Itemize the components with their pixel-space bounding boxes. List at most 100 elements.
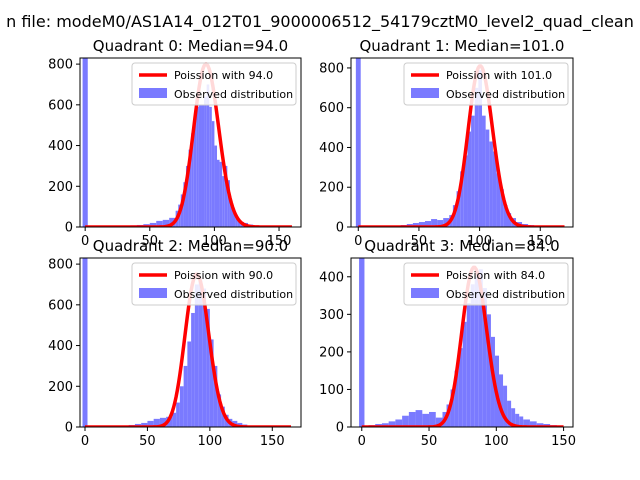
histogram-bar	[162, 219, 170, 227]
histogram-bar	[381, 423, 389, 427]
histogram-bar	[209, 106, 212, 227]
histogram-bar	[224, 165, 228, 227]
x-tick-label: 50	[421, 434, 438, 449]
histogram-bar	[206, 84, 210, 227]
legend-fit-label: Poission with 84.0	[446, 269, 545, 282]
histogram-bar	[147, 420, 154, 427]
y-tick-label: 0	[65, 421, 73, 436]
y-tick-label: 400	[48, 339, 73, 354]
x-tick-label: 150	[551, 434, 576, 449]
axes-frame	[79, 57, 302, 228]
histogram-bar	[191, 133, 194, 227]
histogram-bar	[435, 417, 443, 427]
histogram-bar	[503, 385, 508, 427]
histogram-bar	[470, 284, 475, 427]
histogram-bar	[219, 161, 223, 227]
histogram-bar	[196, 106, 199, 227]
axes-frame	[350, 257, 574, 428]
histogram-zero-spike	[82, 58, 88, 227]
histogram-bar	[185, 165, 189, 227]
histogram-bar	[474, 87, 479, 227]
histogram-bar	[523, 419, 530, 427]
y-tick-label: 200	[319, 345, 344, 360]
histogram-zero-spike	[359, 258, 365, 427]
plot-area	[82, 258, 292, 427]
chart-panel-0: 0 50 100 150 0 200 400 600 800 Quadrant 0: Median…	[48, 37, 302, 249]
histogram-bar	[209, 339, 214, 427]
x-tick-label: 50	[142, 234, 159, 249]
x-tick-label: 100	[467, 234, 492, 249]
histogram-bar	[235, 214, 238, 227]
histogram-bar	[204, 96, 207, 227]
histogram-bar	[458, 348, 463, 427]
histogram-bar	[443, 218, 450, 227]
plot-area	[359, 258, 564, 427]
y-tick-label: 800	[48, 258, 73, 273]
histogram-bar	[507, 400, 512, 427]
histogram-bar	[141, 422, 148, 427]
legend-hist-label: Observed distribution	[174, 288, 293, 301]
histogram-bar	[217, 394, 222, 427]
histogram-bar	[216, 159, 220, 227]
histogram-bar	[211, 121, 215, 227]
histogram-bar	[485, 129, 490, 227]
histogram-bar	[466, 303, 471, 427]
histogram-bar	[437, 220, 444, 227]
chart-panel-2: 0 50 100 150 0 200 400 600 800 Quadrant 2: Median…	[48, 237, 302, 449]
y-tick-label: 200	[48, 380, 73, 395]
histogram-bar	[499, 374, 504, 427]
legend-box	[403, 62, 569, 106]
histogram-bar	[201, 104, 205, 227]
histogram-bar	[467, 131, 472, 227]
histogram-bar	[471, 115, 475, 227]
legend-fit-label: Poission with 90.0	[174, 269, 273, 282]
x-tick-label: 100	[202, 234, 227, 249]
histogram-bar	[183, 365, 188, 427]
histogram-bar	[478, 269, 483, 427]
legend-box	[131, 62, 297, 106]
histogram-bar	[489, 141, 493, 227]
histogram-bar	[463, 155, 468, 227]
histogram-bar	[425, 221, 432, 227]
figure-title: n file: modeM0/AS1A14_012T01_9000006512_…	[6, 12, 634, 32]
legend-hist-swatch	[411, 88, 439, 98]
x-tick-label: 0	[81, 434, 89, 449]
x-tick-label: 100	[197, 434, 222, 449]
y-tick-label: 400	[319, 270, 344, 285]
chart-panel-1: 0 50 100 150 0 200 400 600 800 Quadrant 1: Median…	[319, 37, 574, 249]
histogram-bar	[415, 410, 423, 427]
axes-frame	[350, 57, 574, 228]
histogram-bar	[214, 145, 217, 227]
y-tick-label: 400	[48, 139, 73, 154]
plot-area	[355, 58, 566, 227]
histogram-bar	[202, 288, 207, 427]
histogram-bar	[486, 314, 491, 427]
histogram-bar	[422, 413, 430, 427]
legend-hist-swatch	[411, 288, 439, 298]
y-tick-label: 600	[48, 98, 73, 113]
y-tick-label: 600	[48, 298, 73, 313]
histogram-bar	[478, 69, 483, 227]
histogram-bar	[227, 180, 230, 227]
x-tick-label: 150	[260, 434, 285, 449]
histogram-bar	[229, 200, 233, 227]
histogram-bar	[198, 104, 202, 227]
histogram-bar	[529, 421, 537, 427]
histogram-bar	[515, 413, 520, 427]
legend-hist-swatch	[139, 288, 167, 298]
x-tick-label: 100	[484, 434, 509, 449]
histogram-bar	[193, 121, 197, 227]
histogram-bar	[149, 222, 157, 227]
histogram-bar	[456, 191, 461, 227]
histogram-bar	[191, 312, 195, 427]
histogram-bar	[222, 176, 225, 227]
histogram-bar	[172, 412, 177, 427]
histogram-bar	[418, 222, 425, 227]
legend-hist-label: Observed distribution	[446, 288, 565, 301]
histogram-bar	[429, 411, 436, 427]
y-tick-label: 800	[48, 58, 73, 73]
histogram-bar	[482, 288, 487, 427]
histogram-bar	[206, 308, 210, 427]
legend-hist-label: Observed distribution	[174, 88, 293, 101]
